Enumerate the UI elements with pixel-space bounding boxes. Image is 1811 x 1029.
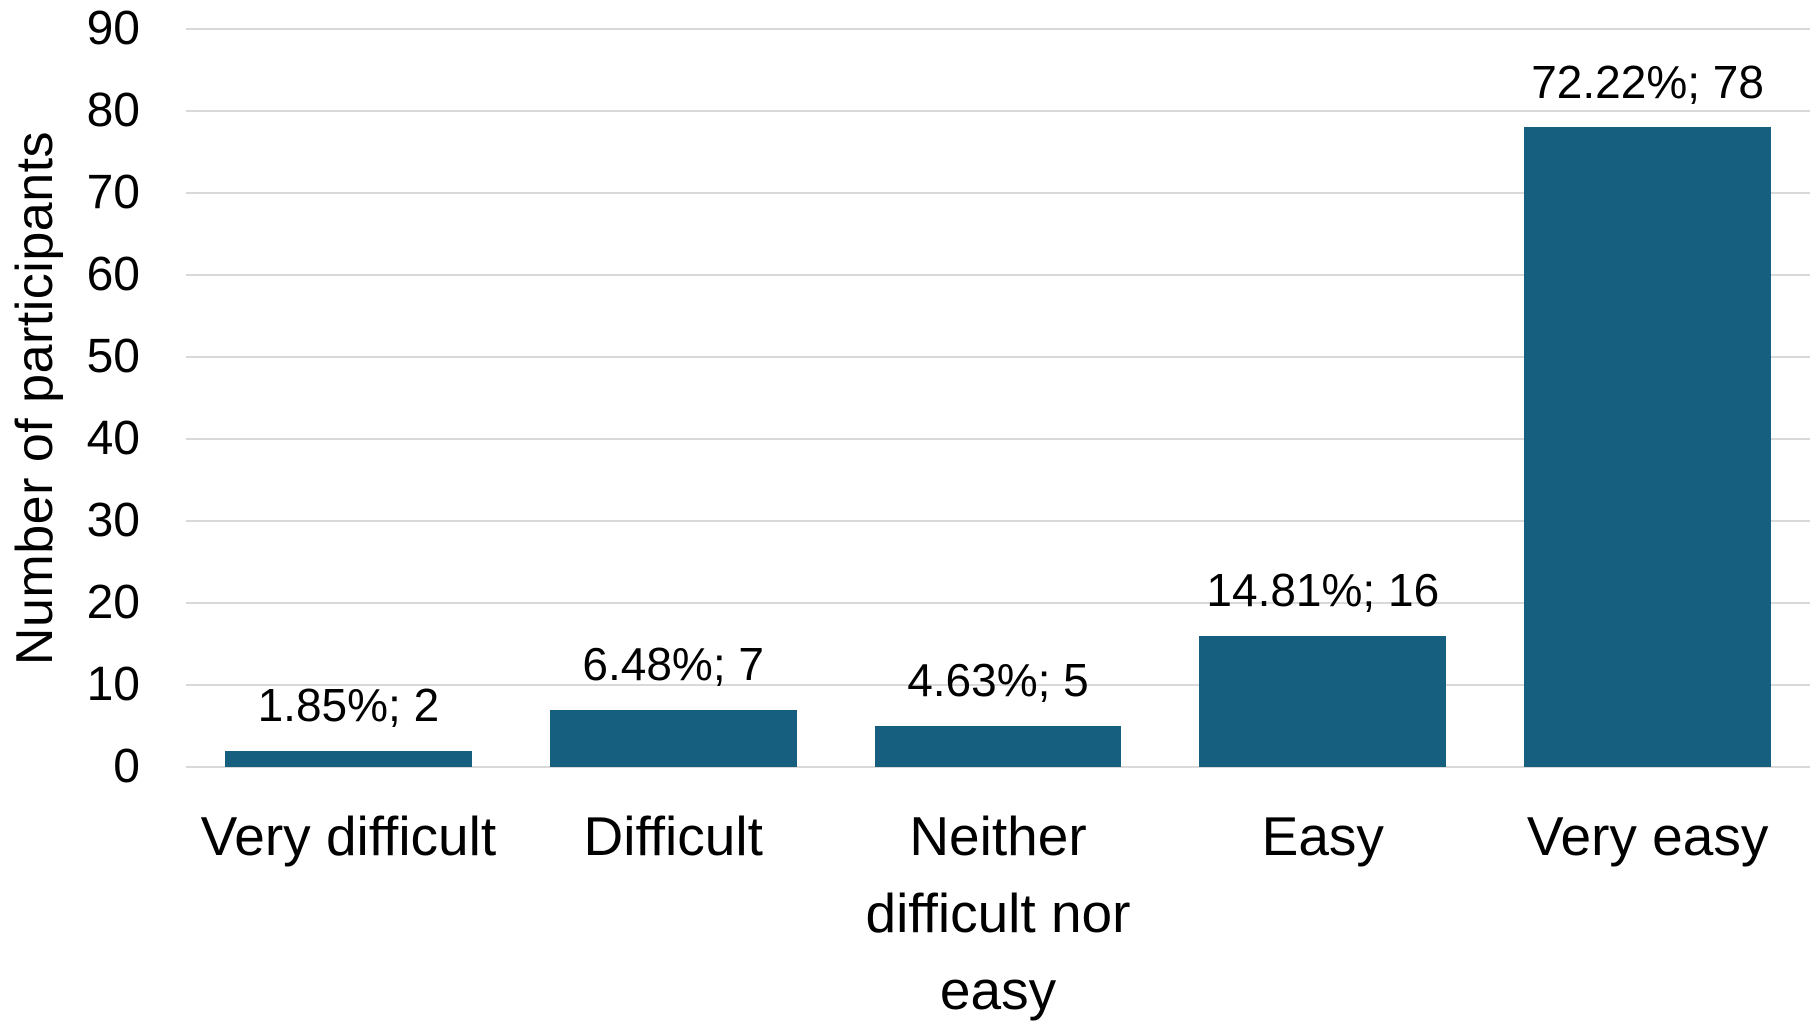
x-category-label: Very difficult [186,798,511,875]
bar-data-label: 72.22%; 78 [1531,55,1764,108]
x-category-label-line: Easy [1261,805,1384,867]
x-category-label: Neither difficult nor easy [836,798,1161,1029]
gridline [186,110,1810,112]
gridline [186,28,1810,30]
x-category-label-line: Difficult [583,805,763,867]
gridline [186,684,1810,686]
bar-series: 1.85%; 2 6.48%; 7 4.63%; 5 14.81%; 16 72.22%… [186,29,1810,767]
bar-data-label: 1.85%; 2 [257,679,440,732]
x-category-label-line: difficult nor [865,882,1131,944]
x-category-label-line: Neither [909,805,1087,867]
x-axis-category-labels: Very difficult Difficult Neither difficult … [186,798,1810,1029]
bar-difficult: 6.48%; 7 [549,639,797,767]
x-category-label-line: Very easy [1526,805,1769,867]
y-tick-label: 70 [86,166,140,219]
gridline [186,192,1810,194]
bar-data-label: 4.63%; 5 [907,654,1089,707]
x-category-label: Easy [1160,798,1485,875]
bar-slot: 1.85%; 2 [186,29,511,767]
x-category-label: Difficult [511,798,836,875]
y-tick-label: 50 [86,330,140,383]
gridline [186,438,1810,440]
bar-slot: 6.48%; 7 [511,29,836,767]
y-axis-tick-labels: 90 80 70 60 50 40 30 20 10 0 [0,5,140,791]
bar-very-difficult: 1.85%; 2 [224,680,472,767]
y-tick-label: 20 [86,576,140,629]
bar-easy: 14.81%; 16 [1199,565,1447,767]
plot-area: 1.85%; 2 6.48%; 7 4.63%; 5 14.81%; 16 72.22%… [186,28,1810,768]
bar-very-easy: 72.22%; 78 [1524,57,1771,767]
gridline [186,274,1810,276]
y-tick-label: 80 [86,84,140,137]
y-tick-label: 10 [86,658,140,711]
x-category-label-line: Very difficult [200,805,497,867]
bar-data-label: 14.81%; 16 [1206,564,1440,617]
x-category-label-line: easy [939,959,1057,1021]
gridline [186,602,1810,604]
y-tick-label: 0 [113,740,140,793]
bar-slot: 72.22%; 78 [1485,29,1810,767]
x-axis-line [186,766,1810,768]
gridline [186,356,1810,358]
gridline [186,520,1810,522]
y-tick-label: 30 [86,494,140,547]
bar-slot: 14.81%; 16 [1160,29,1485,767]
y-tick-label: 40 [86,412,140,465]
bar-slot: 4.63%; 5 [836,29,1161,767]
bar-data-label: 6.48%; 7 [582,638,764,691]
x-category-label: Very easy [1485,798,1810,875]
bar-neither-difficult-nor-easy: 4.63%; 5 [874,655,1122,767]
y-tick-label: 90 [86,2,140,55]
y-tick-label: 60 [86,248,140,301]
